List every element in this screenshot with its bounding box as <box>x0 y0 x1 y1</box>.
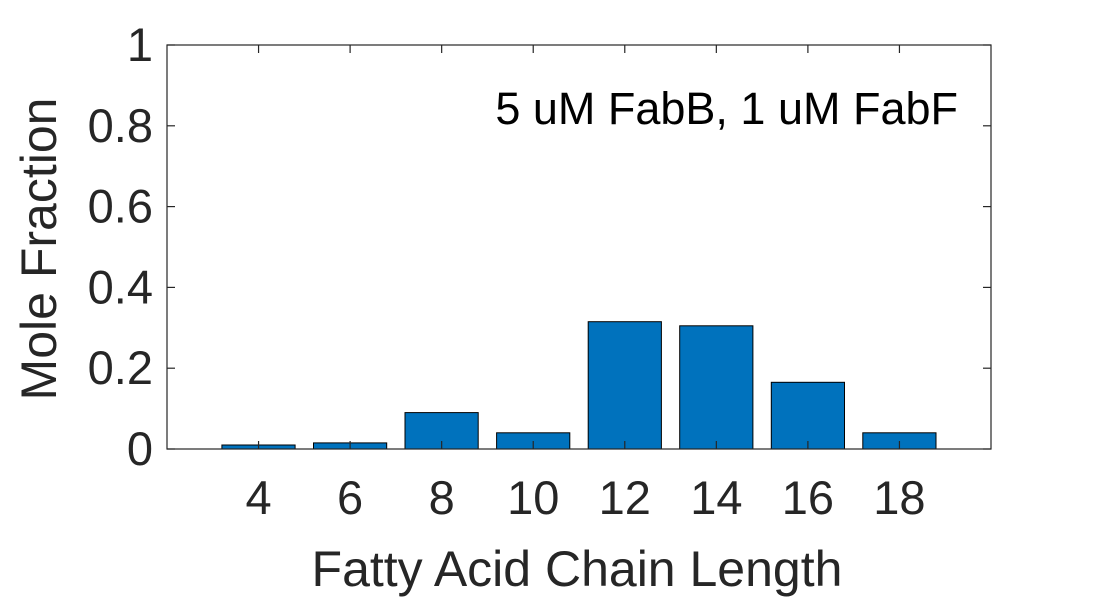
y-tick-label-0.2: 0.2 <box>88 341 153 394</box>
x-tick-label-10: 10 <box>507 471 559 524</box>
y-tick-label-0: 0 <box>127 422 153 475</box>
bar-14 <box>679 325 754 450</box>
y-tick-label-0.8: 0.8 <box>88 99 153 152</box>
bars-group <box>221 321 937 450</box>
y-tick-label-0.6: 0.6 <box>88 180 153 233</box>
x-tick-label-12: 12 <box>599 471 651 524</box>
y-tick-label-0.4: 0.4 <box>88 260 153 313</box>
x-tick-label-8: 8 <box>429 471 455 524</box>
x-tick-label-14: 14 <box>690 471 742 524</box>
chart-annotation: 5 uM FabB, 1 uM FabF <box>495 83 958 134</box>
y-tick-label-1: 1 <box>127 18 153 71</box>
y-axis-ticks: 0 0.2 0.4 0.6 0.8 1 <box>88 18 991 475</box>
x-axis-title: Fatty Acid Chain Length <box>312 541 843 597</box>
x-tick-label-4: 4 <box>245 471 271 524</box>
x-tick-label-6: 6 <box>337 471 363 524</box>
y-axis-title: Mole Fraction <box>11 98 67 401</box>
bar-16 <box>770 381 845 450</box>
bar-12 <box>587 321 662 450</box>
x-tick-label-16: 16 <box>782 471 834 524</box>
plot-area-frame <box>166 44 992 450</box>
x-axis-ticks: 4 6 8 10 12 14 16 18 <box>245 45 926 524</box>
x-tick-label-18: 18 <box>873 471 925 524</box>
